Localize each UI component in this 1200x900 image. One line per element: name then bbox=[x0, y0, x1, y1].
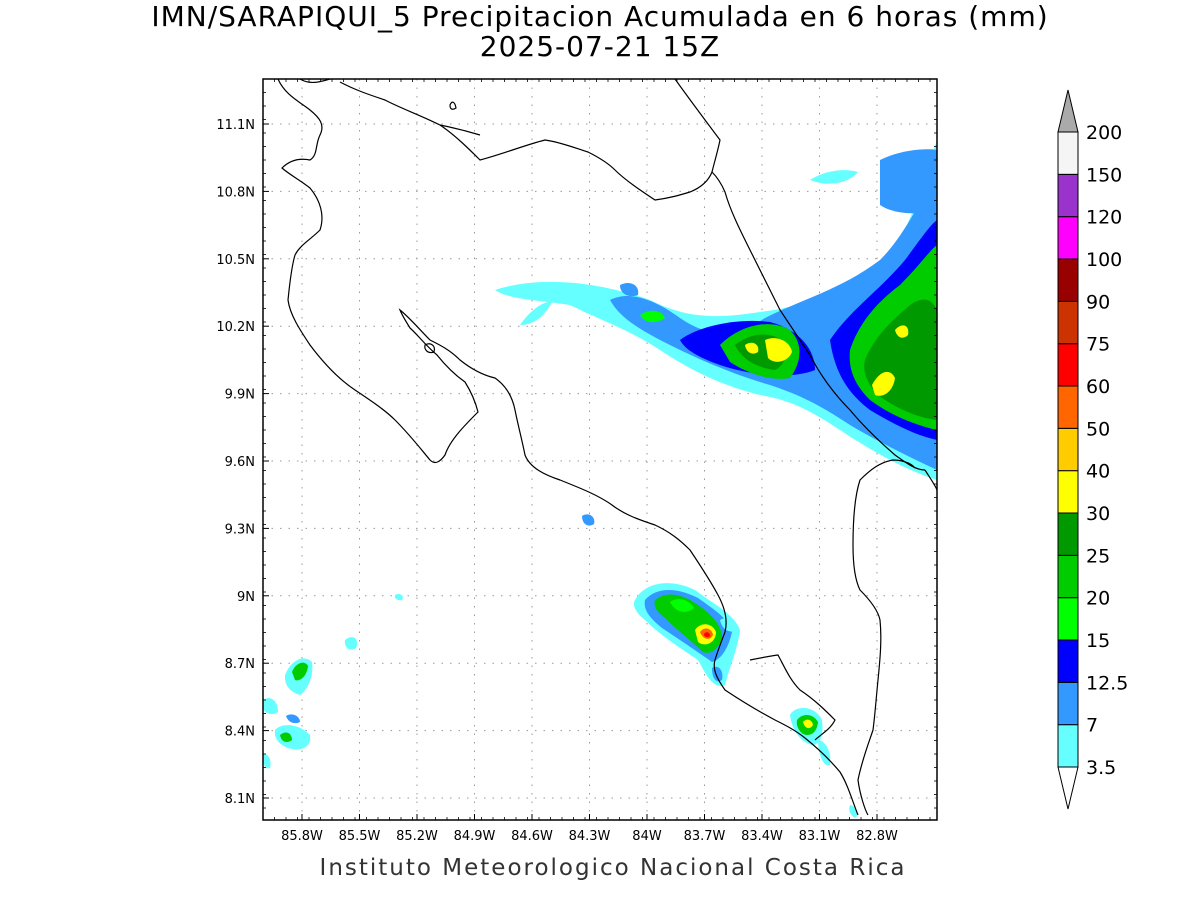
colorbar-swatch bbox=[1057, 173, 1079, 218]
colorbar-label: 120 bbox=[1086, 207, 1122, 229]
colorbar-swatch bbox=[1057, 385, 1079, 429]
lon-label: 84W bbox=[632, 829, 662, 844]
colorbar-label: 200 bbox=[1086, 122, 1122, 144]
colorbar-label: 15 bbox=[1086, 630, 1110, 652]
lon-label: 84.3W bbox=[569, 829, 611, 844]
colorbar-label: 3.5 bbox=[1086, 757, 1116, 779]
lat-label: 10.5N bbox=[216, 253, 255, 268]
longitude-labels: 85.8W 85.5W 85.2W 84.9W 84.6W 84.3W 84W 83.7W 83… bbox=[281, 829, 898, 844]
colorbar-label: 100 bbox=[1086, 249, 1122, 271]
colorbar-swatch bbox=[1057, 343, 1079, 387]
coastlines bbox=[277, 79, 937, 816]
lat-label: 8.4N bbox=[225, 725, 255, 740]
axis-ticks bbox=[262, 78, 937, 820]
precipitation-field bbox=[263, 79, 937, 818]
colorbar-swatch bbox=[1057, 724, 1079, 768]
lon-label: 84.9W bbox=[454, 829, 496, 844]
precip-pacific-cells bbox=[263, 514, 858, 818]
colorbar-label: 20 bbox=[1086, 588, 1110, 610]
lon-label: 85.2W bbox=[396, 829, 438, 844]
map-frame bbox=[262, 78, 938, 821]
lon-label: 82.8W bbox=[856, 829, 898, 844]
colorbar-label: 30 bbox=[1086, 503, 1110, 525]
lat-label: 10.8N bbox=[216, 185, 255, 200]
colorbar-swatch bbox=[1057, 597, 1079, 641]
colorbar-label: 50 bbox=[1086, 418, 1110, 440]
colorbar-lower-arrow bbox=[1057, 766, 1079, 810]
precip-caribbean-band bbox=[495, 140, 937, 480]
lon-label: 83.7W bbox=[684, 829, 726, 844]
colorbar-label: 40 bbox=[1086, 461, 1110, 483]
colorbar-swatch bbox=[1057, 681, 1079, 726]
colorbar-label: 75 bbox=[1086, 334, 1110, 356]
colorbar-swatch bbox=[1057, 258, 1079, 302]
lat-label: 8.1N bbox=[225, 792, 255, 807]
lat-label: 9.6N bbox=[225, 455, 255, 470]
lon-label: 83.1W bbox=[799, 829, 841, 844]
lon-label: 85.8W bbox=[281, 829, 323, 844]
lat-label: 11.1N bbox=[216, 118, 255, 133]
colorbar-label: 150 bbox=[1086, 164, 1122, 186]
colorbar-swatch bbox=[1057, 639, 1079, 683]
lat-label: 10.2N bbox=[216, 320, 255, 335]
colorbar-swatch bbox=[1057, 131, 1079, 175]
lat-label: 8.7N bbox=[225, 657, 255, 672]
precipitation-colorbar: 3.5 7 12.5 15 20 25 30 40 50 60 75 90 100 120 150 200 bbox=[1057, 89, 1128, 810]
colorbar-upper-arrow bbox=[1057, 89, 1079, 133]
colorbar-label: 25 bbox=[1086, 545, 1110, 567]
map-gridlines bbox=[263, 79, 937, 820]
colorbar-swatch bbox=[1057, 216, 1079, 260]
colorbar-label: 90 bbox=[1086, 291, 1110, 313]
colorbar-swatch bbox=[1057, 554, 1079, 599]
colorbar-swatch bbox=[1057, 300, 1079, 345]
colorbar-swatch bbox=[1057, 470, 1079, 514]
latitude-labels: 11.1N 10.8N 10.5N 10.2N 9.9N 9.6N 9.3N 9N 8.7N 8.… bbox=[216, 118, 255, 807]
lon-label: 83.4W bbox=[741, 829, 783, 844]
colorbar-label: 7 bbox=[1086, 715, 1098, 737]
colorbar-label: 60 bbox=[1086, 376, 1110, 398]
map-title: IMN/SARAPIQUI_5 Precipitacion Acumulada … bbox=[151, 0, 1049, 33]
lon-label: 85.5W bbox=[339, 829, 381, 844]
lat-label: 9.9N bbox=[225, 388, 255, 403]
colorbar-label: 12.5 bbox=[1086, 672, 1128, 694]
map-subtitle: 2025-07-21 15Z bbox=[479, 30, 721, 63]
lat-label: 9.3N bbox=[225, 522, 255, 537]
colorbar-swatch bbox=[1057, 427, 1079, 472]
footer-credit: Instituto Meteorologico Nacional Costa R… bbox=[319, 855, 907, 881]
colorbar-swatch bbox=[1057, 512, 1079, 556]
lat-label: 9N bbox=[237, 590, 255, 605]
lon-label: 84.6W bbox=[511, 829, 553, 844]
